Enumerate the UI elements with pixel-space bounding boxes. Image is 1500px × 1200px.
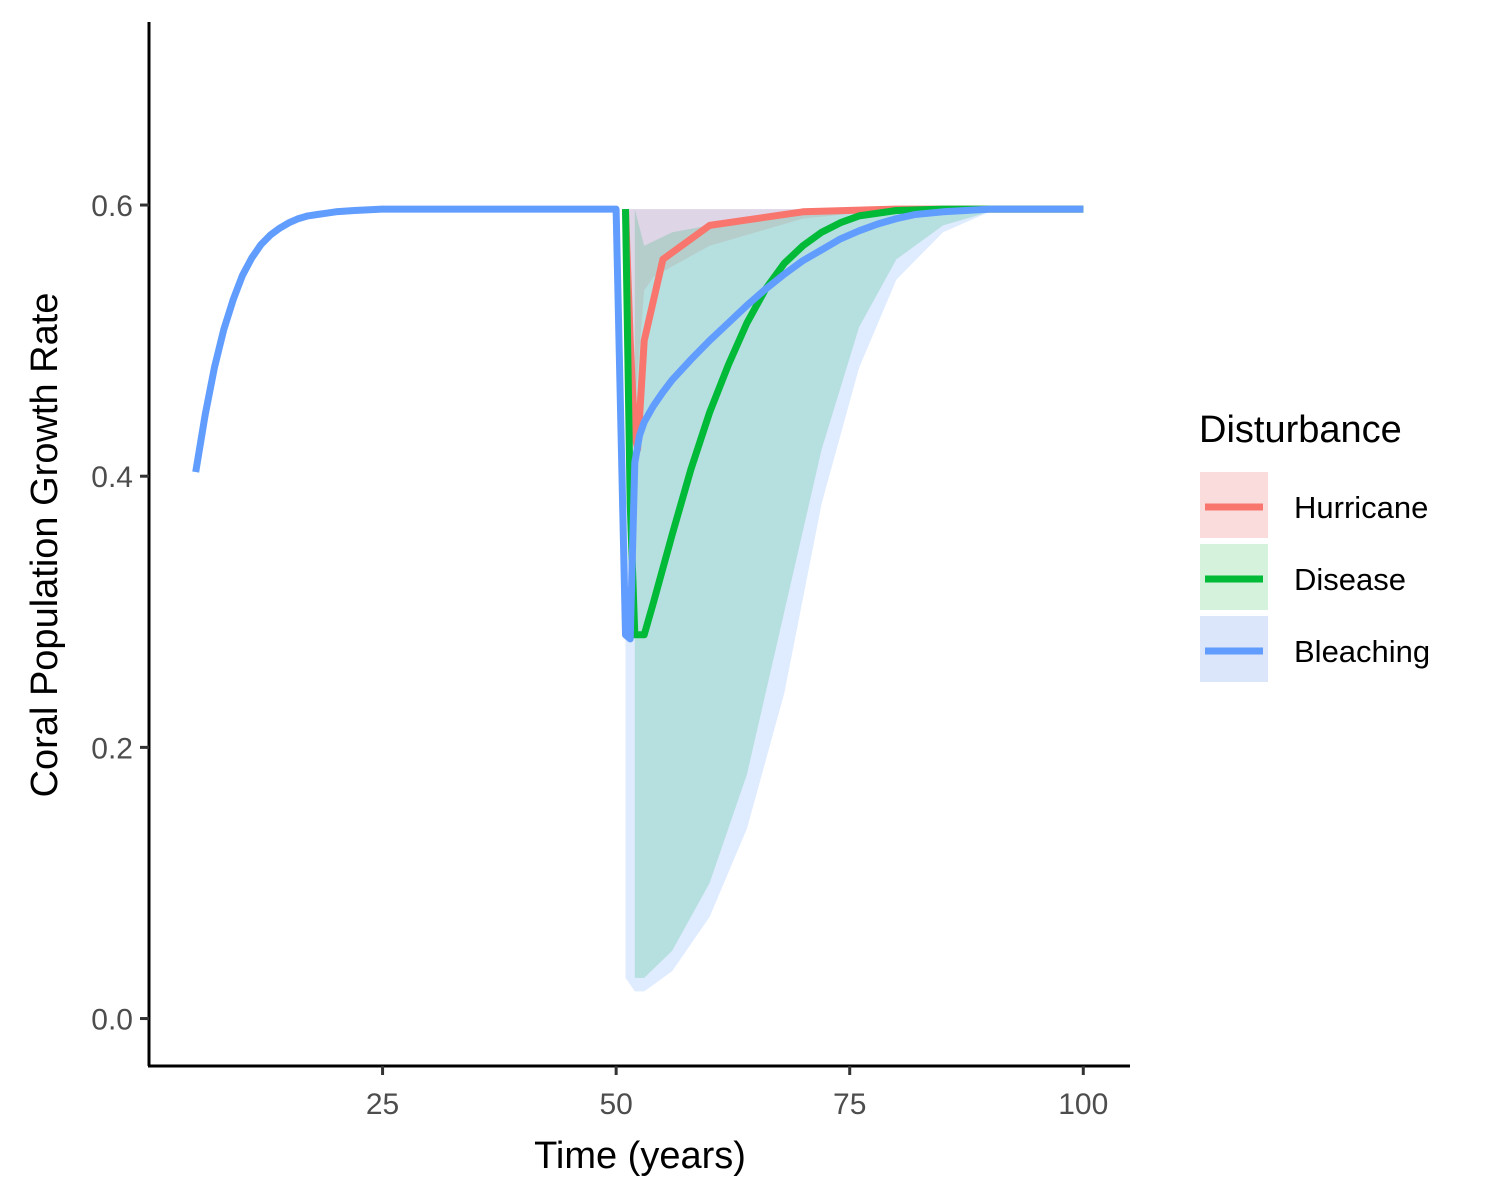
x-axis-ticks: 25 50 75 100 [366,1066,1108,1121]
legend-label-bleaching: Bleaching [1294,634,1430,669]
confidence-ribbons [625,209,1084,992]
legend: Disturbance Hurricane Disease Bleaching [1199,409,1430,682]
series-line-bleaching [192,205,1084,643]
ribbon-bleaching [625,209,1084,992]
x-tick-label: 50 [599,1088,632,1121]
series-line-disease [622,205,1084,639]
x-axis-title: Time (years) [534,1135,746,1177]
series-lines [192,205,1084,643]
legend-label-disease: Disease [1294,562,1406,597]
legend-title: Disturbance [1199,409,1402,451]
legend-items: Hurricane Disease Bleaching [1200,472,1430,682]
ribbon-hurricane [625,209,1084,409]
x-tick-label: 25 [366,1088,399,1121]
y-tick-label: 0.4 [91,461,133,494]
series-line-hurricane [622,205,1084,453]
y-tick-label: 0.6 [91,190,133,223]
y-tick-label: 0.2 [91,732,133,765]
ribbon-disease [634,209,1084,978]
y-axis-title: Coral Population Growth Rate [24,293,66,798]
x-tick-label: 100 [1058,1088,1108,1121]
y-tick-label: 0.0 [91,1004,133,1037]
y-axis-ticks: 0.0 0.2 0.4 0.6 [91,190,149,1037]
legend-label-hurricane: Hurricane [1294,490,1428,525]
x-tick-label: 75 [833,1088,866,1121]
